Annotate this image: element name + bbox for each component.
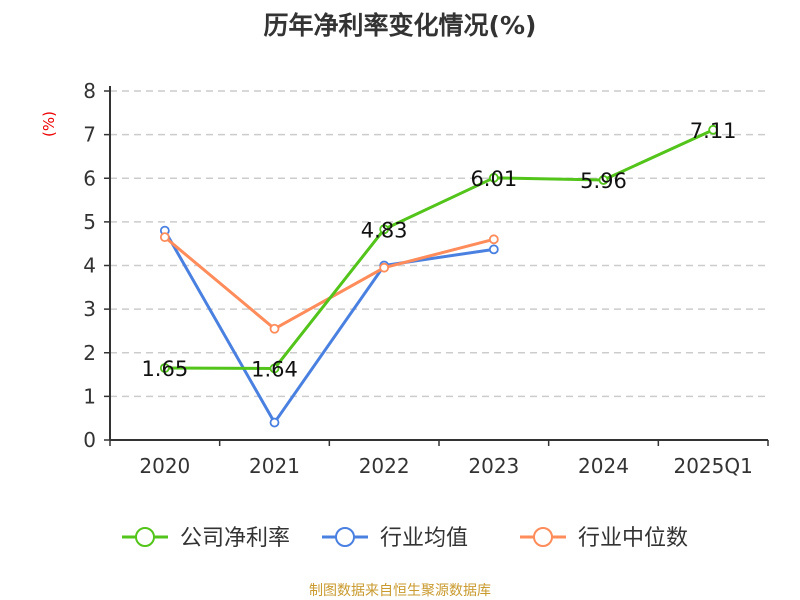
data-label: 1.65 <box>141 357 188 381</box>
y-tick-label: 2 <box>83 341 96 365</box>
data-point <box>159 363 170 373</box>
x-tick-label: 2020 <box>139 454 190 478</box>
x-tick-label: 2025Q1 <box>673 454 752 478</box>
legend-label: 行业均值 <box>380 526 468 551</box>
y-tick-label: 3 <box>83 297 96 321</box>
y-tick-label: 6 <box>83 166 96 190</box>
data-label: 1.64 <box>251 357 298 381</box>
data-point <box>488 244 499 255</box>
data-point <box>269 323 280 334</box>
x-tick-label: 2021 <box>249 454 300 478</box>
legend-marker-icon <box>533 527 553 547</box>
data-point <box>379 224 390 235</box>
data-label: 7.11 <box>690 119 737 143</box>
data-point <box>708 124 719 135</box>
legend-item-0: 公司净利率 <box>122 526 290 551</box>
source-footer: 制图数据来自恒生聚源数据库 <box>309 583 491 599</box>
data-point <box>598 175 609 185</box>
x-tick-label: 2024 <box>578 454 629 478</box>
y-tick-label: 8 <box>83 79 96 103</box>
data-point <box>379 262 390 273</box>
y-tick-label: 0 <box>83 428 96 452</box>
legend-label: 行业中位数 <box>578 526 688 551</box>
series-0: 1.65 1.64 4.83 6.01 5.96 7.11 <box>141 119 736 382</box>
legend-label: 公司净利率 <box>180 526 290 551</box>
data-label: 6.01 <box>470 167 517 191</box>
y-tick-label: 1 <box>83 384 96 408</box>
chart-title: 历年净利率变化情况(%) <box>263 11 537 40</box>
data-label: 5.96 <box>580 169 627 193</box>
data-point <box>269 363 280 374</box>
data-label: 4.83 <box>361 218 408 242</box>
data-point <box>488 172 499 183</box>
y-tick-label: 7 <box>83 123 96 147</box>
data-point <box>269 417 280 428</box>
series-2 <box>159 232 499 334</box>
legend-marker-icon <box>135 527 155 547</box>
legend-item-1: 行业均值 <box>322 526 468 551</box>
x-tick-label: 2023 <box>468 454 519 478</box>
series-line <box>164 128 714 370</box>
y-tick-label: 5 <box>83 210 96 234</box>
x-tick-label: 2022 <box>359 454 410 478</box>
legend-marker-icon <box>335 527 355 547</box>
data-point <box>488 234 499 245</box>
legend-item-2: 行业中位数 <box>520 526 688 551</box>
y-tick-label: 4 <box>83 254 96 278</box>
data-point <box>159 232 170 243</box>
series-line <box>163 229 495 425</box>
